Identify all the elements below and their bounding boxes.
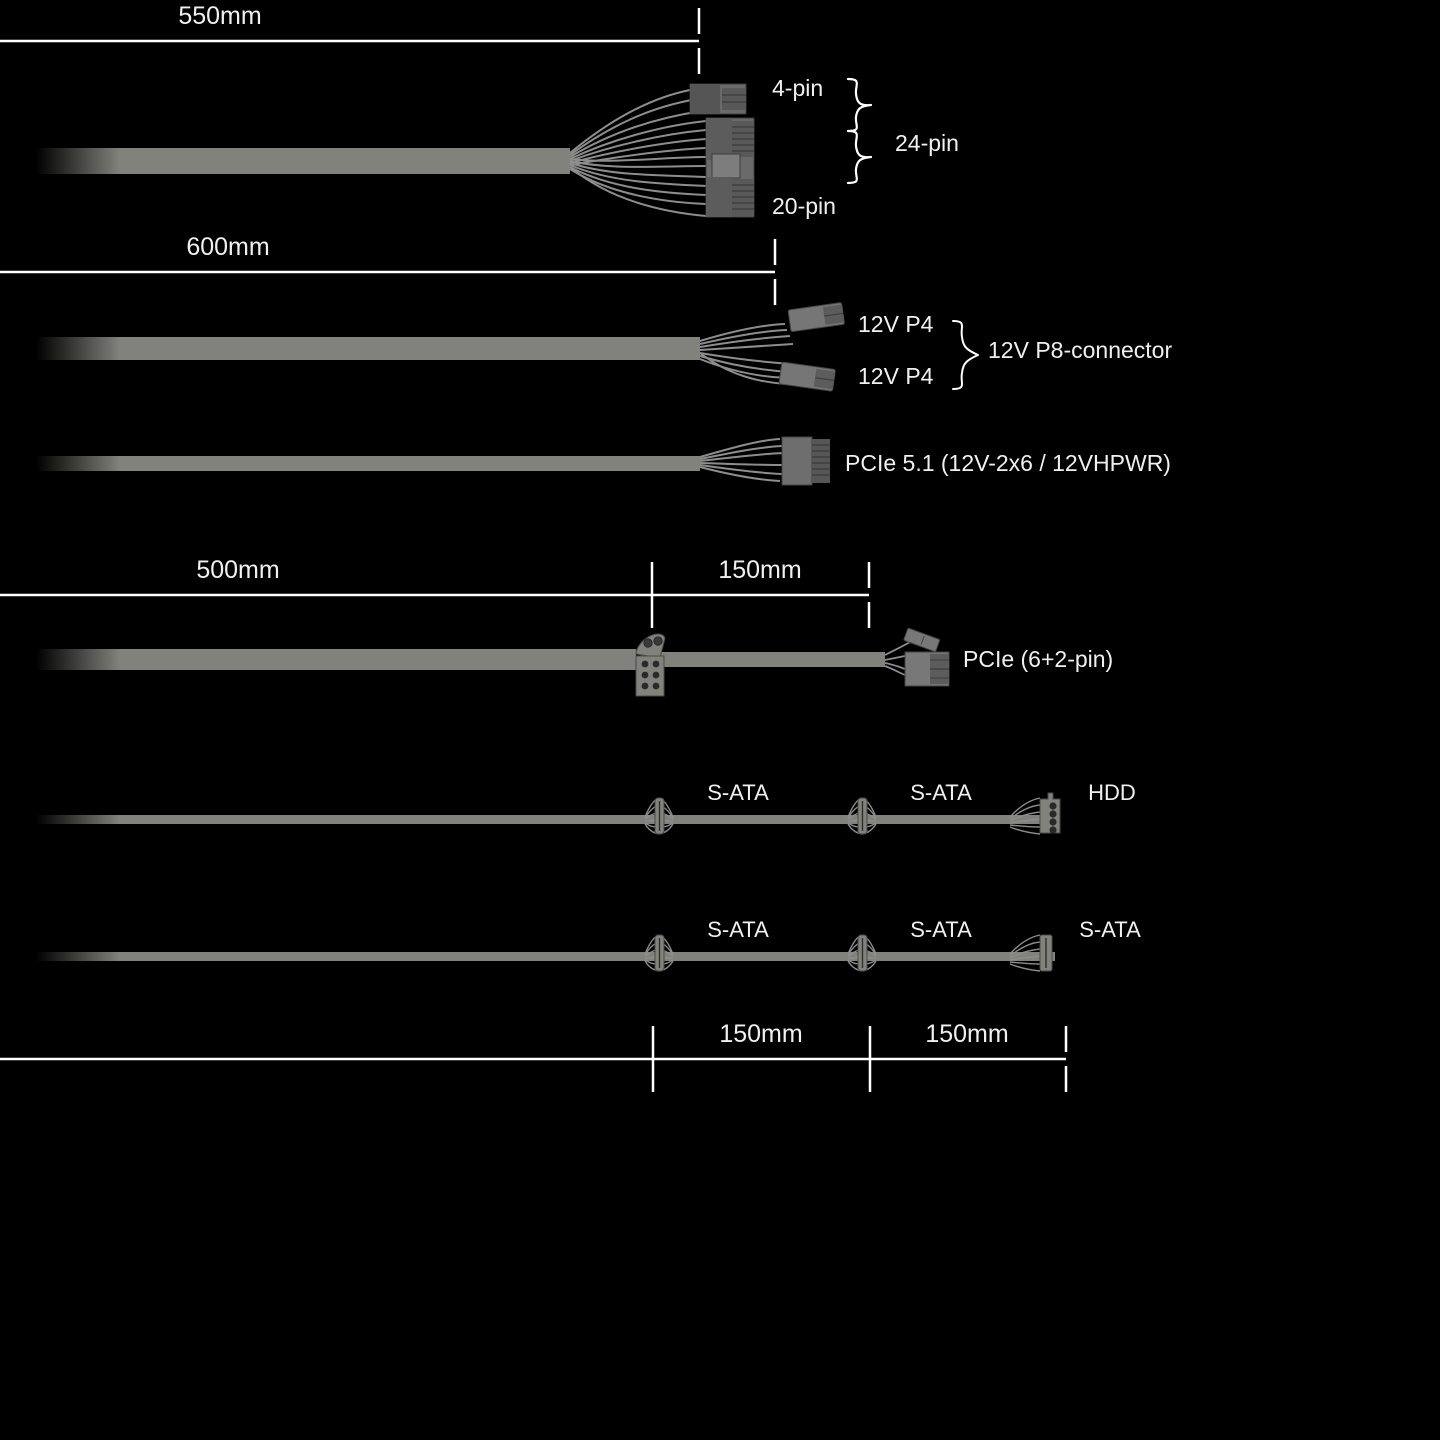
svg-text:S-ATA: S-ATA: [910, 917, 972, 942]
svg-text:HDD: HDD: [1088, 780, 1136, 805]
svg-text:150mm: 150mm: [925, 1020, 1008, 1048]
svg-text:PCIe (6+2-pin): PCIe (6+2-pin): [963, 646, 1113, 672]
svg-text:12V P4: 12V P4: [858, 363, 934, 389]
svg-text:24-pin: 24-pin: [895, 130, 959, 156]
svg-text:PCIe 5.1 (12V-2x6 / 12VHPWR): PCIe 5.1 (12V-2x6 / 12VHPWR): [845, 450, 1171, 476]
svg-text:600mm: 600mm: [186, 233, 269, 261]
svg-text:S-ATA: S-ATA: [910, 780, 972, 805]
svg-text:12V P8-connector: 12V P8-connector: [988, 337, 1172, 363]
svg-text:20-pin: 20-pin: [772, 193, 836, 219]
svg-text:550mm: 550mm: [178, 2, 261, 30]
svg-text:12V P4: 12V P4: [858, 311, 934, 337]
svg-text:S-ATA: S-ATA: [1079, 917, 1141, 942]
svg-text:150mm: 150mm: [718, 556, 801, 584]
svg-text:150mm: 150mm: [719, 1020, 802, 1048]
svg-text:4-pin: 4-pin: [772, 75, 823, 101]
svg-text:S-ATA: S-ATA: [707, 917, 769, 942]
svg-text:500mm: 500mm: [196, 556, 279, 584]
svg-text:S-ATA: S-ATA: [707, 780, 769, 805]
